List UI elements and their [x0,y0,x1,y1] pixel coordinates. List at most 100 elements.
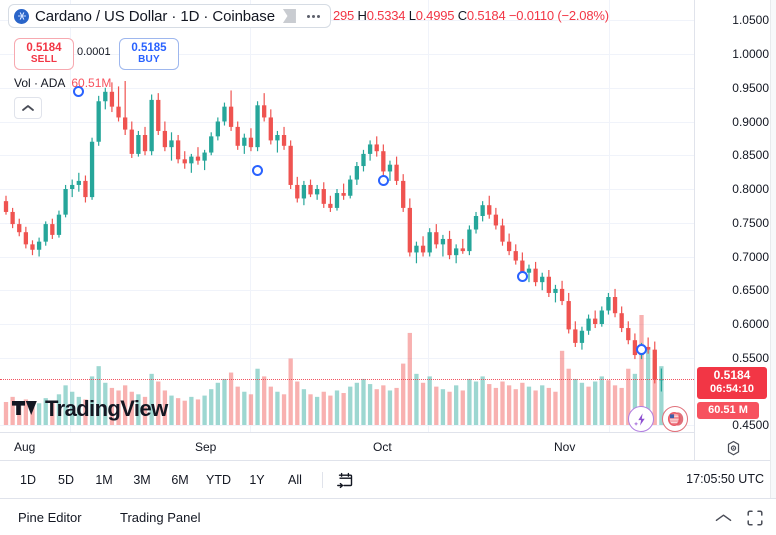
range-button-ytd[interactable]: YTD [206,473,231,487]
volume-bar [652,358,657,425]
price-scale[interactable]: 1.0500 1.0000 0.9500 0.9000 0.8500 0.8000 0.75… [694,0,776,460]
candle-body [612,297,618,314]
price-tick: 0.6500 [732,283,769,298]
candle-body [209,136,214,153]
bottom-panel-collapse-button[interactable] [712,507,734,529]
lightning-sparkle-icon [633,412,645,426]
candle-body [454,248,459,256]
candle-body [195,156,201,161]
chart-idea-marker[interactable] [73,85,85,97]
chevron-up-icon [22,105,34,111]
candle-body [606,297,611,311]
ai-assistant-badge[interactable] [628,406,654,432]
volume-bar [308,394,313,425]
candle-body [566,301,571,330]
candle-body [262,105,267,118]
volume-bar [420,382,426,425]
volume-legend-value: 60.51M [71,76,112,90]
volume-legend[interactable]: Vol · ADA 60.51M [14,76,111,90]
us-flag-coin-icon [667,412,683,426]
candle-body [473,216,479,230]
candle-body [374,144,379,152]
chart-idea-marker[interactable] [252,165,264,177]
candle-body [414,245,419,253]
ohlc-values: 295 H0.5334 L0.4995 C0.5184 −0.0110 (−2.… [333,8,609,23]
volume-bar [401,363,406,425]
candle-body [70,184,75,189]
range-button-6m[interactable]: 6M [171,473,189,487]
candle-body [149,99,154,152]
time-label-nov: Nov [554,440,576,454]
range-button-1y[interactable]: 1Y [249,473,265,487]
gear-icon [727,440,740,456]
volume-bar [540,385,545,425]
price-tick: 1.0500 [732,13,769,28]
range-button-3m[interactable]: 3M [133,473,151,487]
volume-bar [467,378,472,425]
tab-pine-editor[interactable]: Pine Editor [18,510,82,525]
candle-body [281,135,287,146]
price-tick: 0.4500 [732,418,769,433]
candle-body [381,151,386,172]
candle-body [89,141,95,198]
volume-bar [175,398,181,425]
go-to-date-button[interactable] [332,468,358,492]
candle-body [573,329,578,343]
volume-bar [626,368,631,425]
candle-body [420,245,426,253]
candle-body [553,288,558,293]
chart-idea-marker[interactable] [377,175,389,187]
volume-bar [440,389,446,425]
candle-body [123,117,128,130]
watermark-text: TradingView [45,396,168,421]
range-button-5d[interactable]: 5D [58,473,74,487]
volume-bar [645,348,651,425]
range-button-all[interactable]: All [288,473,302,487]
candle-body [626,328,631,341]
tab-trading-panel[interactable]: Trading Panel [120,510,201,525]
range-button-1m[interactable]: 1M [95,473,113,487]
fullscreen-button[interactable] [744,507,766,529]
volume-bar [361,378,366,425]
candle-body [559,288,565,302]
price-scale-settings-button[interactable] [725,440,742,462]
range-button-1d[interactable]: 1D [20,473,36,487]
chart-clock: 17:05:50 UTC [686,472,764,486]
gridline-v [70,0,71,432]
ohlc-close: 0.5184 [466,8,506,23]
volume-pane-collapse-button[interactable] [14,97,42,119]
buy-button[interactable]: 0.5185 BUY [119,38,179,70]
candle-body [632,340,638,356]
gridline-h [0,155,694,157]
candle-body [36,241,42,250]
chart-pane[interactable]: TradingView [0,0,694,432]
candle-body [434,232,439,245]
currency-badge[interactable] [662,406,688,432]
gridline-v [428,0,429,432]
volume-bar [89,376,95,425]
candle-body [63,189,68,215]
volume-bar [553,391,558,425]
candle-body [540,276,545,283]
time-axis[interactable]: Aug Sep Oct Nov [0,432,694,460]
volume-bar [56,394,62,425]
volume-bar [142,396,148,425]
sell-button[interactable]: 0.5184 SELL [14,38,74,70]
volume-bar [301,389,307,425]
candle-body [599,310,604,324]
candle-body [394,164,399,181]
more-dots-icon[interactable] [304,6,324,26]
volume-bar [321,391,326,425]
candle-body [268,117,273,141]
volume-bar [136,394,141,425]
ohlc-high-label: H [357,8,367,23]
candle-body [341,193,346,196]
chart-idea-marker[interactable] [516,271,528,283]
candle-body [288,145,293,185]
volume-bar [500,381,505,425]
chart-idea-marker[interactable] [636,344,647,356]
bar-countdown: 06:54:10 [709,382,755,395]
volume-bar [619,387,624,425]
volume-bar [288,358,293,425]
symbol-pill[interactable]: Cardano / US Dollar · 1D · Coinbase [8,4,331,28]
